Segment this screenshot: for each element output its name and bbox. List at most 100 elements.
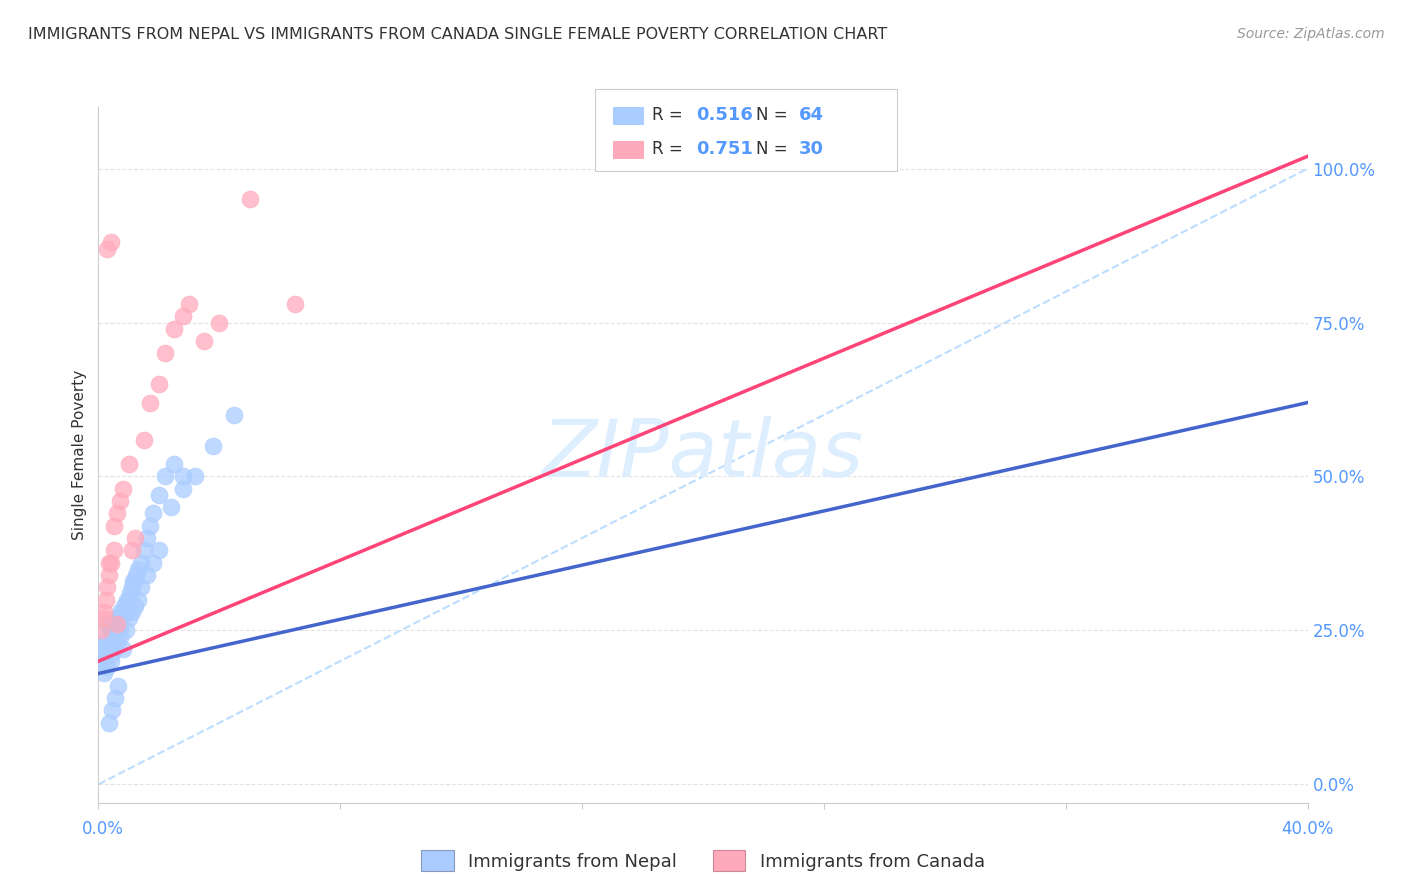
- Point: [112, 599, 135, 613]
- Point: [114, 605, 136, 619]
- Point: [93, 654, 115, 668]
- Point: [172, 469, 194, 483]
- Point: [100, 556, 122, 570]
- Point: [111, 605, 134, 619]
- Point: [132, 433, 155, 447]
- Text: ZIPatlas: ZIPatlas: [541, 416, 865, 494]
- Point: [153, 346, 176, 360]
- Point: [108, 624, 131, 638]
- Point: [100, 648, 122, 662]
- Point: [129, 556, 152, 570]
- Point: [110, 611, 132, 625]
- Point: [91, 611, 114, 625]
- Legend: Immigrants from Nepal, Immigrants from Canada: Immigrants from Nepal, Immigrants from C…: [413, 843, 993, 879]
- Point: [111, 641, 134, 656]
- Point: [91, 648, 114, 662]
- Point: [148, 543, 170, 558]
- Point: [179, 297, 201, 311]
- Point: [104, 691, 127, 706]
- Point: [105, 611, 128, 625]
- Point: [202, 439, 225, 453]
- Point: [96, 580, 118, 594]
- Point: [105, 636, 128, 650]
- Point: [105, 617, 128, 632]
- Text: 40.0%: 40.0%: [1281, 820, 1334, 838]
- Point: [108, 494, 131, 508]
- Point: [100, 654, 122, 668]
- Point: [100, 235, 122, 250]
- Point: [93, 666, 115, 681]
- Point: [107, 617, 129, 632]
- Point: [94, 636, 117, 650]
- Point: [103, 636, 125, 650]
- Point: [132, 543, 155, 558]
- Point: [94, 592, 117, 607]
- Point: [124, 599, 146, 613]
- Point: [142, 556, 165, 570]
- Point: [98, 715, 121, 730]
- Point: [96, 660, 118, 674]
- Point: [124, 531, 146, 545]
- Point: [121, 605, 143, 619]
- Point: [105, 507, 128, 521]
- Text: 64: 64: [799, 106, 824, 124]
- Point: [118, 611, 141, 625]
- Point: [135, 531, 157, 545]
- Point: [103, 543, 125, 558]
- Point: [108, 605, 131, 619]
- Point: [139, 395, 162, 409]
- Point: [90, 641, 112, 656]
- Point: [122, 574, 145, 589]
- Point: [90, 624, 112, 638]
- Point: [127, 562, 149, 576]
- Point: [118, 592, 141, 607]
- Point: [98, 641, 121, 656]
- Text: N =: N =: [756, 140, 793, 158]
- Point: [120, 586, 142, 600]
- Point: [108, 630, 131, 644]
- Point: [96, 630, 118, 644]
- Point: [135, 568, 157, 582]
- Point: [172, 482, 194, 496]
- Point: [111, 482, 134, 496]
- Point: [129, 580, 152, 594]
- Point: [124, 574, 146, 589]
- Point: [142, 507, 165, 521]
- Point: [96, 242, 118, 256]
- Point: [107, 679, 129, 693]
- Point: [101, 703, 124, 717]
- Text: R =: R =: [652, 106, 689, 124]
- Point: [172, 310, 194, 324]
- Point: [96, 617, 118, 632]
- Point: [103, 624, 125, 638]
- Point: [121, 580, 143, 594]
- Text: 0.516: 0.516: [696, 106, 752, 124]
- Point: [153, 469, 176, 483]
- Point: [184, 469, 207, 483]
- Y-axis label: Single Female Poverty: Single Female Poverty: [72, 370, 87, 540]
- Text: N =: N =: [756, 106, 793, 124]
- Point: [115, 592, 138, 607]
- Point: [148, 377, 170, 392]
- Text: 0.0%: 0.0%: [82, 820, 124, 838]
- Text: 0.751: 0.751: [696, 140, 752, 158]
- Point: [114, 624, 136, 638]
- Text: 30: 30: [799, 140, 824, 158]
- Point: [98, 556, 121, 570]
- Point: [208, 316, 231, 330]
- Text: IMMIGRANTS FROM NEPAL VS IMMIGRANTS FROM CANADA SINGLE FEMALE POVERTY CORRELATIO: IMMIGRANTS FROM NEPAL VS IMMIGRANTS FROM…: [28, 27, 887, 42]
- Point: [284, 297, 307, 311]
- Point: [139, 518, 162, 533]
- Point: [148, 488, 170, 502]
- Point: [98, 568, 121, 582]
- Point: [105, 630, 128, 644]
- Point: [163, 321, 186, 335]
- Point: [239, 193, 262, 207]
- Point: [100, 624, 122, 638]
- Point: [121, 543, 143, 558]
- Text: Source: ZipAtlas.com: Source: ZipAtlas.com: [1237, 27, 1385, 41]
- Point: [103, 518, 125, 533]
- Point: [125, 568, 148, 582]
- Point: [163, 457, 186, 471]
- Text: R =: R =: [652, 140, 689, 158]
